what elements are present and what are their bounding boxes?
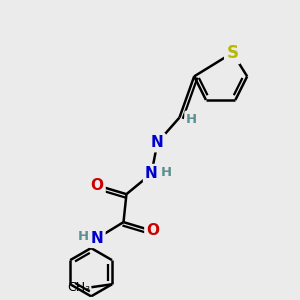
Text: CH₃: CH₃ xyxy=(67,281,90,294)
Text: S: S xyxy=(226,44,238,62)
Text: N: N xyxy=(145,166,158,181)
Text: N: N xyxy=(91,231,103,246)
Text: O: O xyxy=(91,178,103,193)
Text: H: H xyxy=(78,230,89,243)
Text: H: H xyxy=(186,112,197,126)
Text: N: N xyxy=(151,135,164,150)
Text: H: H xyxy=(161,166,172,178)
Text: O: O xyxy=(146,224,159,238)
